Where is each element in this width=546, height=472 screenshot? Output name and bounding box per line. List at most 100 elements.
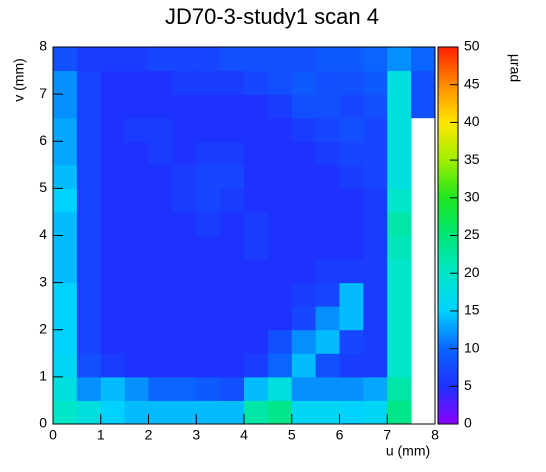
heatmap-cell [76, 400, 102, 425]
heatmap-cell [148, 282, 173, 307]
heatmap-cell [291, 47, 317, 72]
heatmap-cell [315, 188, 340, 213]
colorbar-tick-label: 30 [464, 189, 480, 205]
heatmap-cell [53, 211, 78, 236]
colorbar-tick-label: 25 [464, 226, 480, 242]
heatmap-cell [100, 235, 126, 260]
heatmap-cell [339, 70, 364, 95]
heatmap-cell [267, 400, 293, 425]
heatmap-cell [76, 117, 102, 142]
heatmap-cell [124, 235, 149, 260]
heatmap-cell [124, 117, 149, 142]
heatmap-cell [387, 188, 412, 213]
heatmap-cell [196, 306, 221, 331]
heatmap-cell [315, 235, 340, 260]
colorbar-label: µrad [507, 54, 523, 82]
heatmap-cell [172, 329, 197, 354]
heatmap-cell [315, 400, 340, 425]
heatmap-cell [220, 282, 245, 307]
heatmap-cell [387, 164, 412, 189]
heatmap-cell [315, 329, 340, 354]
heatmap-cell [220, 70, 245, 95]
heatmap-cell [172, 259, 197, 284]
heatmap-cell [196, 141, 221, 166]
heatmap-cell [387, 282, 412, 307]
y-tick-label: 3 [39, 273, 47, 289]
heatmap-cell [53, 259, 78, 284]
heatmap-cell [315, 117, 340, 142]
heatmap-cell [100, 211, 126, 236]
heatmap-cell [387, 329, 412, 354]
heatmap-cell [196, 353, 221, 378]
colorbar-tick-label: 40 [464, 113, 480, 129]
heatmap-cell [387, 259, 412, 284]
heatmap-cell [244, 117, 269, 142]
heatmap-cell [148, 94, 173, 119]
heatmap-cell [267, 306, 293, 331]
heatmap-cell [124, 329, 149, 354]
heatmap-cell [315, 164, 340, 189]
heatmap-cell [76, 211, 102, 236]
heatmap-cell [53, 47, 78, 72]
heatmap-cell [100, 306, 126, 331]
heatmap-cell [315, 259, 340, 284]
heatmap-cell [124, 188, 149, 213]
x-axis-label: u (mm) [386, 443, 430, 459]
colorbar-tick-label: 35 [464, 151, 480, 167]
heatmap-cell [267, 259, 293, 284]
heatmap-cell [267, 94, 293, 119]
heatmap-cell [220, 306, 245, 331]
heatmap-cell [76, 353, 102, 378]
heatmap-cell [244, 329, 269, 354]
heatmap-cell [100, 141, 126, 166]
heatmap-cell [387, 94, 412, 119]
heatmap-cell [124, 306, 149, 331]
heatmap-cell [220, 94, 245, 119]
heatmap-cell [291, 306, 317, 331]
colorbar-tick-label: 45 [464, 75, 480, 91]
x-tick-label: 8 [431, 427, 439, 443]
x-tick-label: 5 [288, 427, 296, 443]
heatmap-cell [148, 70, 173, 95]
heatmap-cell [291, 329, 317, 354]
heatmap-cell [172, 211, 197, 236]
heatmap-cell [267, 211, 293, 236]
heatmap-cell [76, 259, 102, 284]
heatmap-cell [315, 353, 340, 378]
heatmap-cell [100, 117, 126, 142]
heatmap-cell [220, 376, 245, 401]
heatmap-cell [363, 211, 388, 236]
heatmap-cell [339, 188, 364, 213]
heatmap-cell [53, 306, 78, 331]
heatmap-cell [53, 164, 78, 189]
heatmap-cell [244, 353, 269, 378]
colorbar-tick-label: 10 [464, 339, 480, 355]
heatmap-cell [172, 188, 197, 213]
heatmap-cell [76, 70, 102, 95]
heatmap-cell [363, 117, 388, 142]
heatmap-cell [172, 47, 197, 72]
x-tick-label: 0 [49, 427, 57, 443]
heatmap-cell [53, 353, 78, 378]
heatmap-cell [53, 141, 78, 166]
heatmap-cell [53, 376, 78, 401]
heatmap-cell [363, 47, 388, 72]
heatmap-cell [291, 211, 317, 236]
heatmap-cell [267, 188, 293, 213]
heatmap-cell [124, 376, 149, 401]
heatmap-cell [53, 235, 78, 260]
heatmap-cell [148, 117, 173, 142]
heatmap-cell [339, 47, 364, 72]
heatmap-cell [172, 117, 197, 142]
heatmap-cell [220, 117, 245, 142]
heatmap-cell [172, 376, 197, 401]
heatmap-cell [267, 47, 293, 72]
heatmap-cell [267, 70, 293, 95]
heatmap-cell [267, 376, 293, 401]
heatmap-cell [291, 282, 317, 307]
heatmap-cell [148, 47, 173, 72]
heatmap-cell [339, 94, 364, 119]
heatmap-cell [100, 164, 126, 189]
heatmap-cell [196, 94, 221, 119]
heatmap-cell [196, 188, 221, 213]
